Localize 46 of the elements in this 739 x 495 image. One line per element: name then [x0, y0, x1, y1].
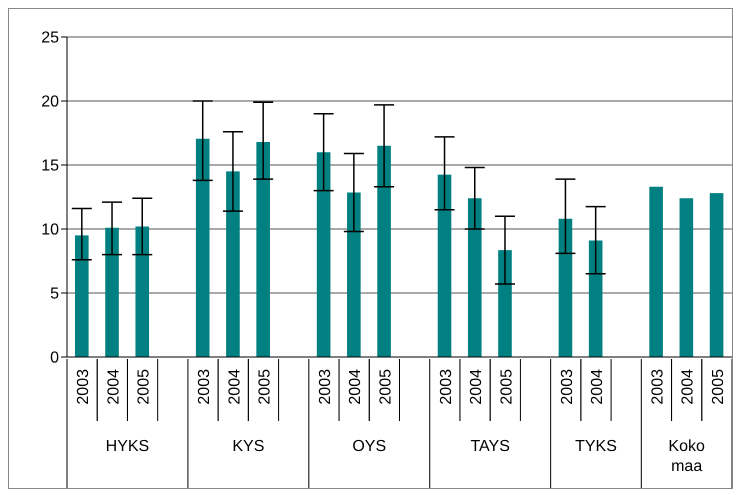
bar [377, 146, 391, 357]
x-tick-label: 2005 [710, 368, 727, 405]
bar [649, 186, 663, 357]
x-tick-label: 2005 [136, 368, 153, 405]
bar [105, 228, 119, 357]
x-tick-label: 2003 [75, 368, 92, 405]
y-tick-label: 25 [41, 30, 60, 47]
x-tick-label: 2004 [588, 368, 606, 405]
bar [75, 235, 89, 357]
x-tick-label: 2004 [105, 368, 122, 405]
x-tick-label: 2003 [649, 368, 666, 405]
bar [347, 192, 361, 357]
bar [316, 152, 330, 357]
x-tick-label: 2003 [438, 368, 455, 405]
x-tick-label: 2003 [196, 368, 214, 405]
bar [226, 171, 240, 357]
x-tick-label: 2005 [256, 368, 274, 405]
x-tick-label: 2005 [377, 368, 394, 405]
text: TYKS [575, 438, 617, 455]
x-tick-label: 2004 [226, 368, 244, 405]
bar [468, 198, 482, 357]
bar [680, 198, 694, 357]
x-tick-label: 2004 [468, 368, 486, 405]
bar [135, 226, 150, 357]
text: KYS [232, 438, 264, 455]
y-tick-label: 0 [50, 350, 60, 367]
y-tick-label: 15 [41, 158, 60, 175]
text: Koko maa [668, 438, 705, 475]
bar [710, 193, 724, 357]
y-tick-label: 5 [50, 286, 60, 303]
bar [558, 218, 572, 357]
bar [498, 250, 512, 357]
bar [196, 138, 210, 357]
x-tick-label: 2003 [316, 368, 334, 405]
bar [256, 142, 270, 357]
y-tick-label: 20 [41, 94, 60, 111]
bar [588, 240, 602, 357]
y-tick-label: 10 [41, 222, 60, 239]
bar [438, 174, 452, 357]
x-tick-label: 2003 [558, 368, 576, 405]
text: TAYS [470, 438, 510, 455]
text: OYS [352, 438, 386, 455]
text: HYKS [106, 438, 150, 455]
x-tick-label: 2004 [347, 368, 364, 405]
x-tick-label: 2005 [498, 368, 516, 405]
x-tick-label: 2004 [680, 368, 697, 405]
